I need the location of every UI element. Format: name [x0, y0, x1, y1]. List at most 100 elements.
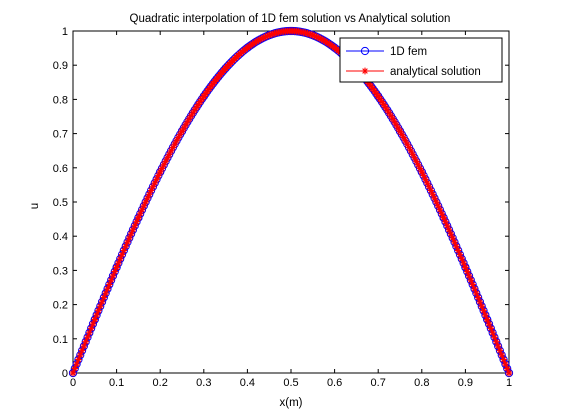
fem-point-marker [85, 328, 94, 337]
x-tick-label: 0.3 [196, 377, 211, 389]
fem-point-marker [96, 302, 105, 311]
fem-point-marker [116, 254, 125, 263]
x-tick-label: 0.6 [327, 377, 342, 389]
asterisk-stroke [498, 352, 505, 358]
fem-point-marker [472, 289, 481, 298]
asterisk-stroke [488, 325, 494, 332]
x-axis-ticks: 0 0.1 0.2 0.3 0.4 0.5 0.6 0.7 0.8 0.9 1 [70, 31, 512, 389]
asterisk-stroke [442, 218, 449, 225]
asterisk-stroke [201, 93, 207, 100]
asterisk-stroke [266, 32, 272, 38]
fem-point-marker [457, 254, 466, 263]
analytical-point-marker [498, 351, 506, 359]
fem-point-marker [87, 324, 96, 333]
asterisk-stroke [446, 227, 452, 233]
asterisk-stroke [493, 338, 500, 345]
asterisk-stroke [466, 273, 472, 279]
x-tick-label: 0.8 [414, 377, 429, 389]
fem-point-marker [119, 246, 128, 255]
asterisk-stroke [478, 303, 485, 310]
asterisk-stroke [428, 187, 434, 194]
asterisk-stroke [429, 191, 436, 198]
fem-data-point [374, 92, 383, 101]
asterisk-stroke [135, 214, 142, 221]
chart-title: Quadratic interpolation of 1D fem soluti… [130, 13, 451, 25]
asterisk-stroke [379, 98, 385, 105]
fem-point-marker [79, 342, 89, 351]
fem-point-marker [83, 333, 92, 342]
asterisk-stroke [244, 44, 251, 51]
legend-label: analytical solution [390, 66, 481, 78]
fem-point-marker [477, 302, 486, 311]
fem-point-marker [114, 258, 123, 268]
y-axis-label: u [29, 203, 41, 209]
fem-point-marker [103, 284, 112, 293]
asterisk-stroke [413, 158, 420, 165]
fem-point-marker [474, 293, 483, 302]
legend-label: 1D fem [390, 46, 427, 58]
analytical-data-point [483, 316, 491, 324]
fem-point-marker [470, 284, 479, 293]
analytical-data-point [462, 263, 469, 271]
fem-point-marker [454, 246, 463, 255]
x-tick-label: 0.2 [153, 377, 168, 389]
fem-point-marker [74, 355, 83, 364]
asterisk-stroke [486, 321, 492, 327]
fem-point-marker [94, 306, 103, 315]
fem-data-point [90, 315, 99, 324]
asterisk-stroke [420, 172, 427, 179]
asterisk-stroke [438, 210, 445, 217]
fem-point-marker [81, 337, 90, 346]
legend-circle-marker-icon [360, 46, 370, 56]
asterisk-stroke [451, 239, 458, 245]
analytical-point-marker [438, 210, 446, 218]
fem-point-marker [479, 306, 488, 315]
legend-asterisk-marker-icon [361, 67, 369, 75]
analytical-data-point [178, 127, 186, 135]
y-tick-label: 0.5 [53, 197, 68, 209]
y-tick-label: 0.2 [53, 300, 68, 312]
y-tick-label: 0.3 [53, 265, 68, 277]
asterisk-stroke [397, 128, 403, 134]
y-tick-label: 0.1 [53, 334, 68, 346]
fem-data-point [461, 263, 470, 272]
asterisk-stroke [415, 162, 421, 168]
asterisk-stroke [409, 151, 416, 158]
asterisk-stroke [453, 243, 460, 250]
asterisk-stroke [464, 268, 471, 275]
asterisk-stroke [386, 110, 392, 116]
x-tick-label: 0.7 [371, 377, 386, 389]
asterisk-stroke [468, 277, 474, 283]
analytical-data-point [69, 369, 77, 377]
y-tick-label: 1 [62, 26, 68, 38]
x-tick-label: 0 [70, 377, 76, 389]
series-layer [68, 26, 514, 378]
fem-point-marker [486, 324, 495, 333]
asterisk-stroke [460, 260, 467, 266]
fem-point-marker [481, 310, 490, 320]
analytical-data-point [331, 44, 338, 52]
asterisk-stroke [222, 65, 229, 72]
fem-data-point [68, 368, 78, 378]
asterisk-stroke [448, 231, 454, 237]
asterisk-stroke [431, 195, 438, 201]
analytical-point-marker [487, 324, 495, 332]
fem-point-marker [108, 271, 118, 280]
y-tick-label: 0 [62, 368, 68, 380]
analytical-data-point [418, 168, 426, 176]
asterisk-stroke [92, 316, 98, 323]
asterisk-stroke [435, 203, 441, 209]
asterisk-stroke [422, 176, 429, 183]
legend: 1D fem analytical solution [339, 37, 503, 83]
asterisk-stroke [480, 307, 487, 314]
analytical-data-point [374, 92, 382, 100]
asterisk-stroke [395, 125, 401, 131]
legend-box [339, 37, 503, 83]
analytical-point-marker [478, 302, 486, 310]
y-axis-ticks: 0 0.1 0.2 0.3 0.4 0.5 0.6 0.7 0.8 0.9 1 [53, 26, 509, 380]
fem-point-marker [464, 271, 474, 280]
asterisk-stroke [411, 154, 418, 161]
asterisk-stroke [393, 122, 400, 128]
legend-entry: 1D fem [346, 46, 427, 58]
